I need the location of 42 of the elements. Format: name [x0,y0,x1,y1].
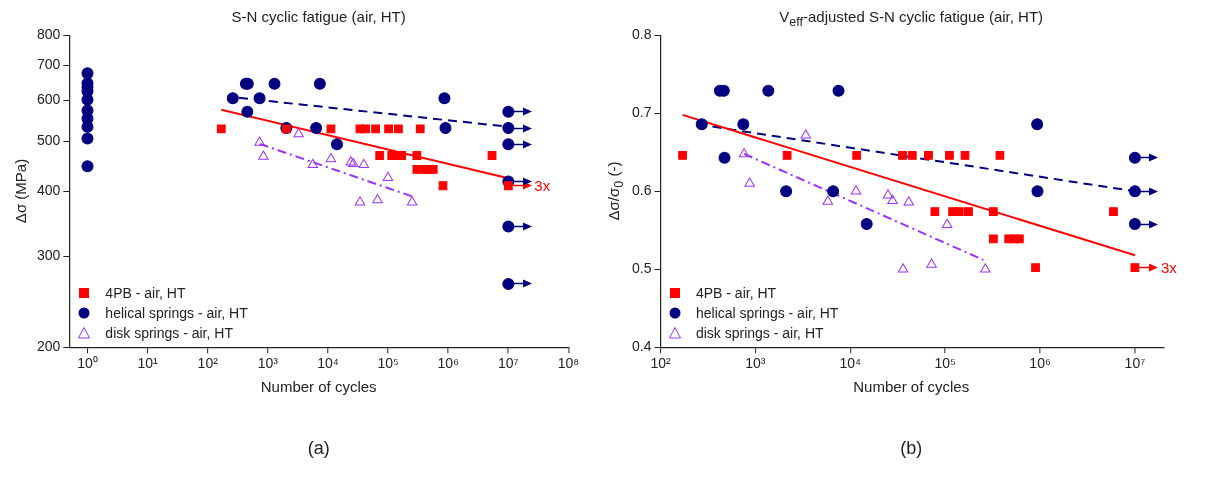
x-axis-title: Number of cycles [852,378,971,395]
legend-label: 4PB - air, HT [105,285,186,302]
y-tick-label: 600 [37,90,61,107]
x-tick-label: 10² [197,355,219,372]
x-tick-label: 10⁷ [498,355,519,372]
legend-label: helical springs - air, HT [105,305,248,322]
y-tick-label: 200 [37,338,61,355]
y-tick-label: 800 [37,26,61,43]
x-tick-label: 10⁵ [377,355,399,372]
x-tick-label: 10³ [257,355,279,372]
x-tick-label: 10⁶ [437,355,459,372]
legend-label: disk springs - air, HT [105,325,233,342]
y-tick-label: 0.4 [631,338,652,355]
x-tick-label: 10⁵ [933,355,956,372]
annotation: 3x [534,176,551,194]
x-tick-label: 10⁰ [77,355,98,372]
legend-label: 4PB - air, HT [695,285,777,302]
chart-title: V$_{eff}$-adjusted S-N cyclic fatigue (air, HT) [778,8,1045,29]
y-tick-label: 700 [37,56,61,73]
chart-title: S-N cyclic fatigue (air, HT) [230,8,407,25]
text: (b) [899,438,924,459]
x-tick-label: 10⁸ [557,355,580,372]
y-tick-label: 0.5 [631,260,652,277]
x-tick-label: 10⁶ [1028,355,1051,372]
y-tick-label: 0.8 [631,26,652,43]
y-axis-title: Δσ (MPa) [11,159,29,224]
x-tick-label: 10⁴ [838,355,861,372]
legend-label: helical springs - air, HT [695,305,839,322]
y-tick-label: 0.7 [631,104,652,121]
x-axis-title: Number of cycles [259,378,378,395]
x-tick-label: 10² [649,355,671,372]
x-tick-label: 10¹ [137,355,159,372]
annotation: 3x [1160,258,1177,276]
y-tick-label: 500 [37,131,61,148]
y-tick-label: 300 [37,246,61,263]
y-tick-label: 400 [37,182,61,199]
x-tick-label: 10⁷ [1124,355,1145,372]
legend-label: disk springs - air, HT [695,325,824,342]
x-tick-label: 10³ [744,355,766,372]
y-tick-label: 0.6 [631,182,652,199]
text: (a) [306,438,331,459]
x-tick-label: 10⁴ [317,355,339,372]
